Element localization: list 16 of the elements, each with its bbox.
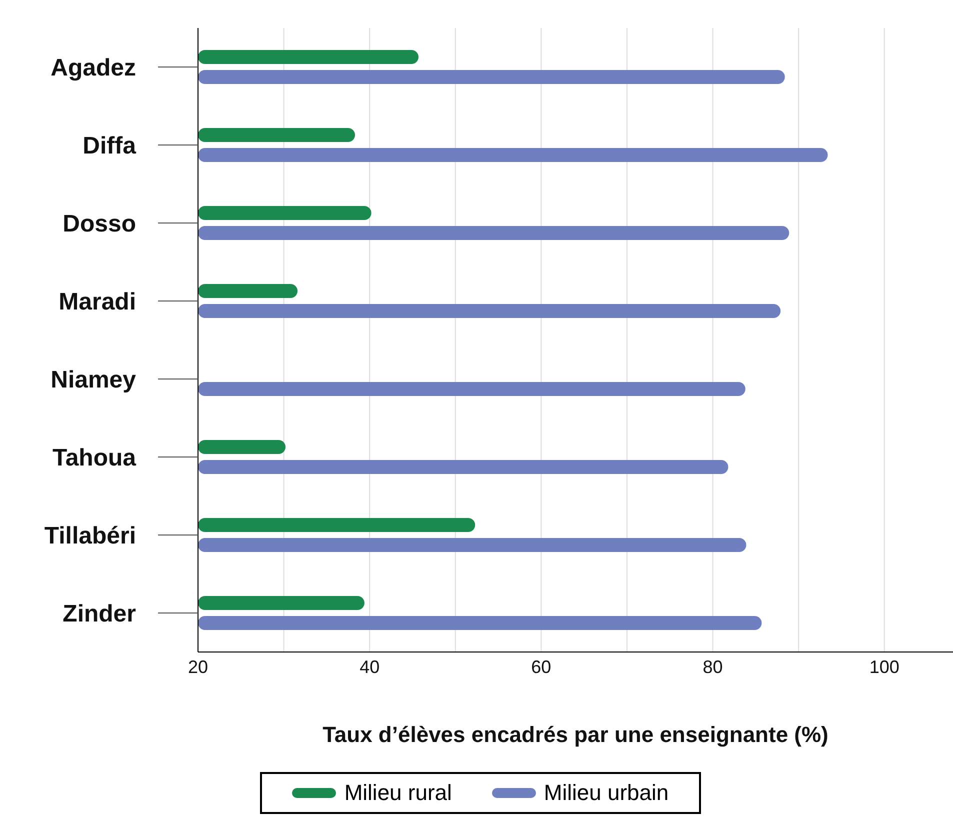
x-tick-label: 100 (869, 656, 900, 677)
y-tick-label: Dosso (62, 210, 136, 238)
x-tick-label: 60 (531, 656, 552, 677)
y-tick-label: Tillabéri (44, 522, 136, 550)
y-tick-label: Maradi (58, 288, 136, 316)
legend-label: Milieu urbain (542, 780, 669, 806)
x-axis-title: Taux d’élèves encadrés par une enseignante (%) (322, 722, 828, 747)
x-tick-label: 40 (360, 656, 380, 677)
legend-label: Milieu rural (343, 780, 452, 806)
x-tick-label: 20 (188, 656, 208, 677)
y-tick-label: Niamey (50, 366, 137, 394)
x-tick-label: 80 (702, 656, 723, 677)
y-tick-label: Diffa (82, 132, 137, 160)
y-tick-label: Tahoua (52, 444, 137, 472)
y-tick-label: Agadez (50, 54, 136, 82)
y-tick-label: Zinder (62, 600, 136, 628)
